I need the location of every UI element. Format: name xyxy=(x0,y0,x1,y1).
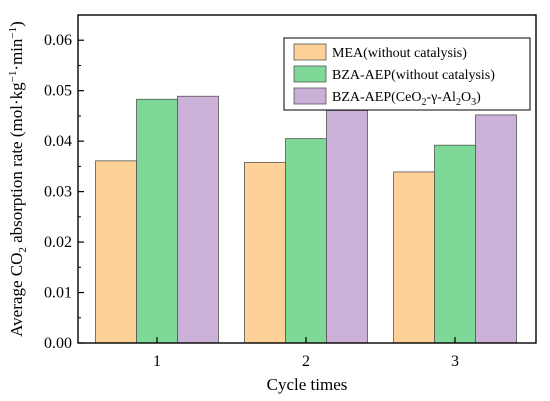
y-tick-label: 0.00 xyxy=(44,335,72,352)
bar-series3-cycle-2 xyxy=(326,109,368,344)
bar-series1-cycle-2 xyxy=(244,161,286,344)
y-axis-label: Average CO2 absorption rate (mol·kg−1·mi… xyxy=(7,21,29,337)
y-tick-label: 0.06 xyxy=(44,32,72,49)
legend: MEA(without catalysis) BZA-AEP(without c… xyxy=(283,37,531,111)
bar-series1-cycle-1 xyxy=(95,160,137,344)
legend-label-mea: MEA(without catalysis) xyxy=(332,46,467,61)
bar-series3-cycle-3 xyxy=(475,114,517,344)
bar-series2-cycle-3 xyxy=(434,144,476,344)
y-tick-label: 0.04 xyxy=(44,133,72,150)
x-axis-label: Cycle times xyxy=(267,375,348,394)
y-tick-label: 0.05 xyxy=(44,83,72,100)
legend-swatch-bza-aep-catalyst xyxy=(293,87,327,105)
legend-label-bza-aep: BZA-AEP(without catalysis) xyxy=(332,68,495,83)
legend-swatch-bza-aep xyxy=(293,65,327,83)
x-tick-label: 2 xyxy=(302,353,310,370)
plot-frame xyxy=(77,14,537,344)
ticks-group: 1 2 3 0.00 0.01 0.02 0.03 0.04 0.05 0.06 xyxy=(44,32,459,370)
bar-series2-cycle-1 xyxy=(136,98,178,344)
y-tick-label: 0.02 xyxy=(44,234,72,251)
bar-series2-cycle-2 xyxy=(285,138,327,344)
y-tick-label: 0.01 xyxy=(44,285,72,302)
bar-series3-cycle-1 xyxy=(177,95,219,344)
x-tick-label: 1 xyxy=(153,353,161,370)
x-tick-label: 3 xyxy=(451,353,459,370)
legend-label-bza-aep-catalyst: BZA-AEP(CeO2-γ-Al2O3) xyxy=(332,90,481,108)
legend-swatch-mea xyxy=(293,43,327,61)
bar-series1-cycle-3 xyxy=(393,171,435,344)
y-tick-label: 0.03 xyxy=(44,184,72,201)
bars-group xyxy=(95,95,517,344)
